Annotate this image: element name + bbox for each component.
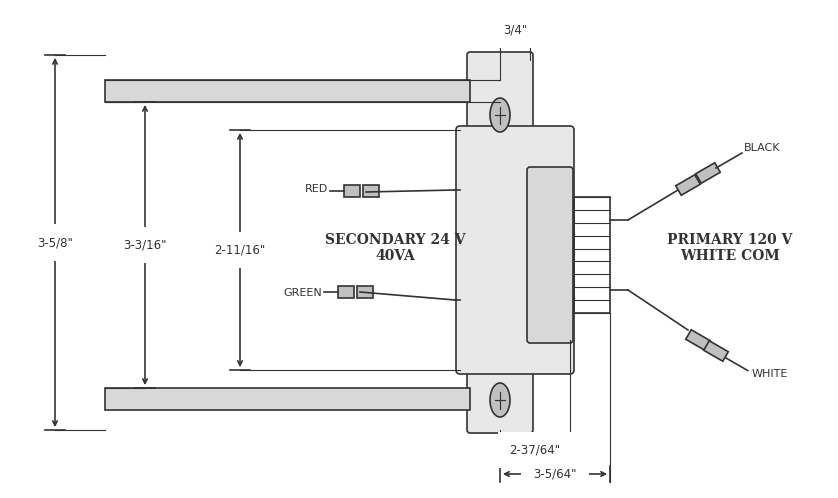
Ellipse shape (490, 383, 510, 417)
FancyBboxPatch shape (704, 341, 728, 361)
Text: RED: RED (305, 184, 328, 194)
Text: 3-5/8": 3-5/8" (37, 236, 73, 249)
Bar (105, 80, 470, 102)
Ellipse shape (490, 98, 510, 132)
FancyBboxPatch shape (363, 185, 379, 197)
Text: SECONDARY 24 V
40VA: SECONDARY 24 V 40VA (325, 233, 465, 263)
Text: GREEN: GREEN (283, 288, 322, 298)
FancyBboxPatch shape (344, 185, 360, 197)
FancyBboxPatch shape (338, 286, 354, 298)
Text: 2-37/64": 2-37/64" (510, 444, 561, 457)
Text: BLACK: BLACK (744, 143, 780, 153)
FancyBboxPatch shape (456, 126, 574, 374)
Text: WHITE: WHITE (752, 369, 788, 378)
Text: 2-11/16": 2-11/16" (215, 244, 266, 256)
Text: 3-5/64": 3-5/64" (533, 468, 577, 481)
Bar (574, 197, 610, 313)
Text: 3/4": 3/4" (503, 23, 527, 36)
FancyBboxPatch shape (527, 167, 573, 343)
FancyBboxPatch shape (467, 52, 533, 433)
Text: 3-3/16": 3-3/16" (123, 239, 167, 251)
Text: PRIMARY 120 V
WHITE COM: PRIMARY 120 V WHITE COM (667, 233, 793, 263)
FancyBboxPatch shape (357, 286, 373, 298)
FancyBboxPatch shape (696, 163, 721, 183)
FancyBboxPatch shape (675, 175, 701, 195)
Bar (105, 388, 470, 410)
FancyBboxPatch shape (685, 330, 711, 350)
